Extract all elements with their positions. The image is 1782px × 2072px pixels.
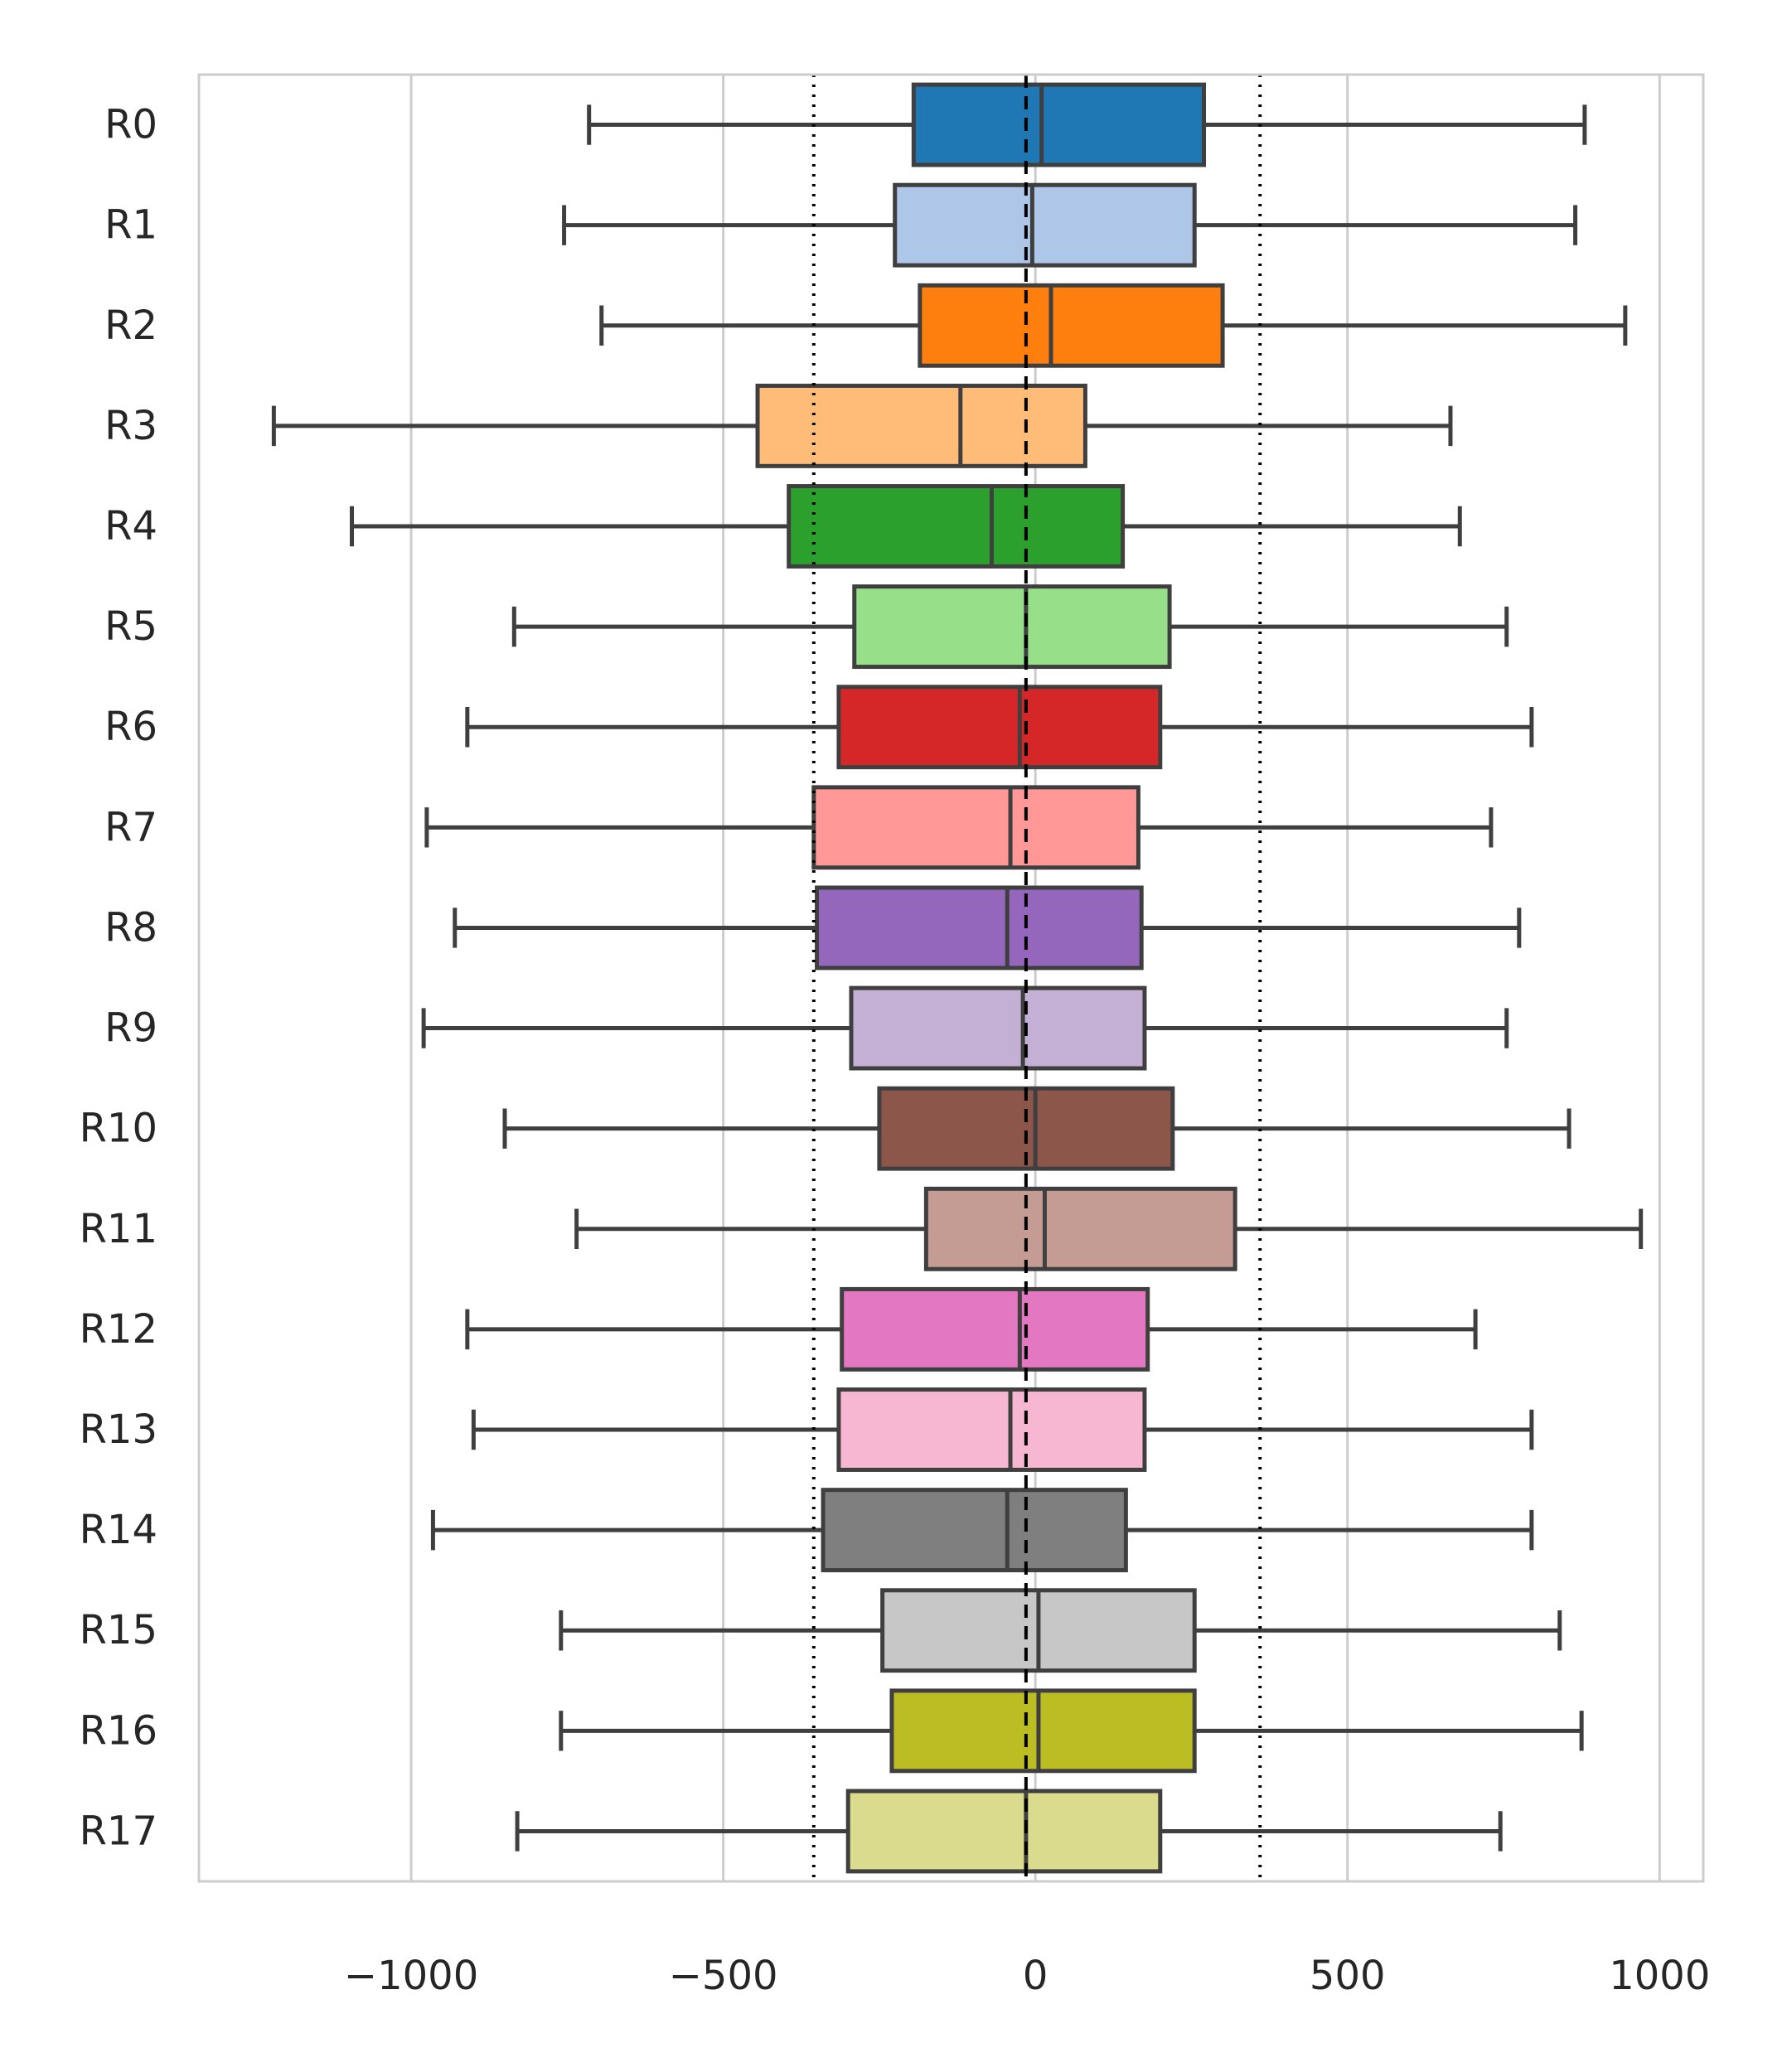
y-tick-label: R7 bbox=[104, 804, 157, 850]
iqr-box bbox=[755, 383, 1087, 468]
box-R17 bbox=[515, 1789, 1503, 1874]
y-tick-label: R16 bbox=[80, 1707, 157, 1754]
box-R12 bbox=[465, 1286, 1478, 1372]
box-R5 bbox=[511, 584, 1509, 670]
y-tick-label: R11 bbox=[80, 1206, 157, 1252]
y-tick-label: R14 bbox=[80, 1507, 157, 1553]
iqr-box bbox=[787, 484, 1126, 569]
x-tick-label: 500 bbox=[1310, 1953, 1386, 1999]
box-R6 bbox=[465, 685, 1534, 770]
iqr-box bbox=[811, 785, 1140, 870]
y-tick-label: R17 bbox=[80, 1808, 157, 1854]
boxes-group bbox=[271, 82, 1644, 1874]
iqr-box bbox=[852, 584, 1172, 670]
box-R13 bbox=[471, 1387, 1534, 1472]
y-tick-label: R4 bbox=[104, 503, 157, 549]
iqr-box bbox=[821, 1488, 1128, 1573]
y-tick-label: R3 bbox=[104, 403, 157, 449]
grid-lines bbox=[409, 75, 1661, 1881]
y-tick-label: R13 bbox=[80, 1406, 157, 1453]
y-tick-label: R0 bbox=[104, 102, 157, 148]
box-R0 bbox=[587, 82, 1587, 167]
y-tick-label: R9 bbox=[104, 1005, 157, 1052]
y-tick-label: R6 bbox=[104, 704, 157, 750]
iqr-box bbox=[836, 1387, 1147, 1472]
x-tick-label: −500 bbox=[669, 1953, 778, 1999]
iqr-box bbox=[840, 1286, 1150, 1372]
iqr-box bbox=[918, 283, 1225, 368]
box-R8 bbox=[453, 885, 1522, 971]
box-R16 bbox=[559, 1688, 1584, 1774]
x-tick-label: 1000 bbox=[1609, 1953, 1710, 1999]
y-tick-label: R12 bbox=[80, 1306, 157, 1353]
y-tick-label: R2 bbox=[104, 303, 157, 349]
box-R1 bbox=[562, 182, 1578, 268]
box-R14 bbox=[430, 1488, 1534, 1573]
x-tick-labels: −1000 −500 0 500 1000 bbox=[344, 1953, 1710, 1999]
y-tick-label: R5 bbox=[104, 603, 157, 650]
x-tick-label: 0 bbox=[1023, 1953, 1048, 1999]
iqr-box bbox=[849, 985, 1147, 1071]
iqr-box bbox=[923, 1186, 1237, 1271]
box-R9 bbox=[421, 985, 1509, 1071]
iqr-box bbox=[815, 885, 1144, 971]
box-R11 bbox=[574, 1186, 1644, 1271]
iqr-box bbox=[911, 82, 1207, 167]
y-tick-label: R10 bbox=[80, 1106, 157, 1152]
box-R7 bbox=[424, 785, 1494, 870]
y-tick-label: R15 bbox=[80, 1607, 157, 1653]
box-R4 bbox=[350, 484, 1462, 569]
iqr-box bbox=[836, 685, 1163, 770]
x-tick-label: −1000 bbox=[344, 1953, 478, 1999]
y-tick-label: R8 bbox=[104, 904, 157, 951]
box-R15 bbox=[559, 1588, 1562, 1673]
y-tick-labels: R0 R1 R2 R3 R4 R5 R6 R7 R8 R9 R10 R11 R12 R13 R14 R15 R1… bbox=[80, 102, 157, 1855]
iqr-box bbox=[845, 1789, 1163, 1874]
iqr-box bbox=[893, 182, 1197, 268]
y-tick-label: R1 bbox=[104, 202, 157, 249]
plot-frame bbox=[197, 73, 1705, 1883]
box-R2 bbox=[599, 283, 1628, 368]
iqr-box bbox=[889, 1688, 1197, 1774]
